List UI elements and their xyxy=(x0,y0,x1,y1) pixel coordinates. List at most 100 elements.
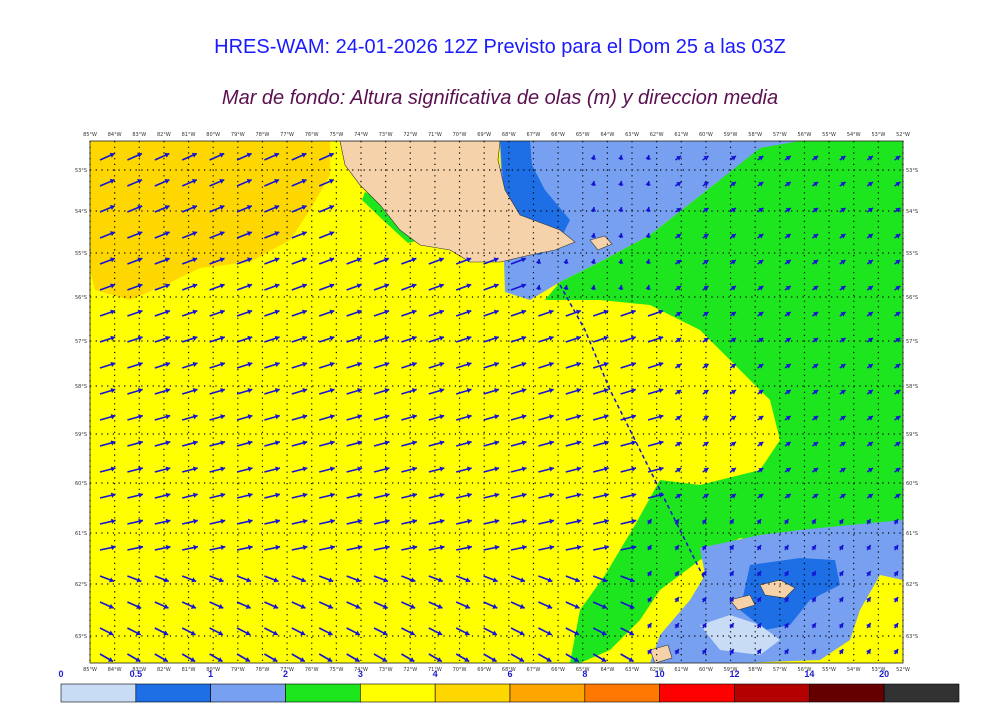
direction-arrow xyxy=(236,361,253,369)
direction-arrow xyxy=(483,283,499,291)
direction-arrow xyxy=(674,441,682,447)
direction-arrow xyxy=(264,388,280,395)
lon-label-bottom: 73°W xyxy=(379,667,393,673)
direction-arrow xyxy=(702,311,709,317)
direction-arrow xyxy=(646,544,653,551)
direction-arrow xyxy=(483,440,500,447)
direction-arrow xyxy=(428,492,445,499)
lon-label-bottom: 59°W xyxy=(724,667,738,673)
direction-arrow xyxy=(674,207,682,213)
direction-arrow xyxy=(428,283,445,291)
direction-arrow xyxy=(538,335,554,343)
direction-arrow xyxy=(318,575,334,583)
direction-arrow xyxy=(346,492,363,499)
lat-label-right: 55°S xyxy=(906,251,918,257)
direction-arrow xyxy=(784,311,792,317)
direction-arrow xyxy=(784,363,792,369)
lon-label-bottom: 70°W xyxy=(453,667,467,673)
lon-label-bottom: 71°W xyxy=(428,667,442,673)
direction-arrow xyxy=(99,627,114,636)
colorbar-tick-label: 1 xyxy=(208,669,213,679)
direction-arrow xyxy=(127,205,143,213)
direction-arrow xyxy=(702,233,709,239)
direction-arrow xyxy=(590,206,596,213)
direction-arrow xyxy=(646,648,653,655)
direction-arrow xyxy=(181,205,198,213)
direction-arrow xyxy=(264,627,279,636)
direction-arrow xyxy=(456,518,472,525)
direction-arrow xyxy=(127,544,144,551)
direction-arrow xyxy=(236,388,253,395)
direction-arrow xyxy=(756,518,762,525)
lat-label-right: 53°S xyxy=(906,168,918,174)
lon-label-bottom: 52°W xyxy=(896,667,910,673)
direction-arrow xyxy=(373,466,390,473)
direction-arrow xyxy=(894,233,901,239)
lon-label-bottom: 84°W xyxy=(108,667,122,673)
direction-arrow xyxy=(702,181,709,187)
direction-arrow xyxy=(291,152,307,161)
direction-arrow xyxy=(182,544,199,551)
lat-label-right: 57°S xyxy=(906,339,918,345)
direction-arrow xyxy=(236,309,253,317)
direction-arrow xyxy=(510,544,527,551)
lat-label-left: 63°S xyxy=(75,634,87,640)
direction-arrow xyxy=(866,622,872,629)
land-malvinas-edge xyxy=(589,235,613,251)
land-islands-south xyxy=(649,579,796,663)
direction-arrow xyxy=(838,518,844,525)
lon-label-top: 53°W xyxy=(871,132,885,138)
direction-arrow xyxy=(99,492,116,499)
direction-arrow xyxy=(538,388,554,395)
direction-arrow xyxy=(757,207,764,213)
lon-label-top: 55°W xyxy=(822,132,836,138)
direction-arrow xyxy=(784,337,792,343)
direction-arrow xyxy=(757,389,764,395)
direction-arrow xyxy=(401,544,418,551)
direction-arrow xyxy=(510,309,527,317)
direction-arrow xyxy=(154,283,171,291)
direction-arrow xyxy=(373,283,390,291)
lon-label-top: 81°W xyxy=(182,132,196,138)
direction-arrow xyxy=(620,335,637,343)
lon-label-top: 67°W xyxy=(527,132,541,138)
lon-label-top: 52°W xyxy=(896,132,910,138)
direction-arrow xyxy=(757,233,764,239)
direction-arrow xyxy=(757,441,764,447)
direction-arrow xyxy=(401,388,417,395)
direction-arrow xyxy=(99,544,116,551)
direction-arrow xyxy=(510,257,527,265)
lon-label-bottom: 61°W xyxy=(674,667,688,673)
direction-arrow xyxy=(783,518,790,525)
direction-arrow xyxy=(565,361,582,369)
lat-label-left: 61°S xyxy=(75,531,87,537)
direction-arrow xyxy=(757,259,764,265)
direction-arrow xyxy=(99,388,116,395)
direction-arrow xyxy=(346,544,363,551)
direction-arrow xyxy=(264,544,281,551)
direction-arrow xyxy=(236,205,253,213)
direction-arrow xyxy=(510,653,525,663)
lon-label-top: 54°W xyxy=(847,132,861,138)
direction-arrow xyxy=(346,601,361,609)
direction-arrow xyxy=(319,466,335,473)
direction-arrow xyxy=(373,518,390,525)
direction-arrow xyxy=(702,155,709,161)
direction-arrow xyxy=(127,388,143,395)
lon-label-top: 80°W xyxy=(206,132,220,138)
direction-arrow xyxy=(209,627,224,636)
direction-arrow xyxy=(181,309,198,317)
direction-arrow xyxy=(510,361,527,369)
direction-arrow xyxy=(894,389,901,395)
direction-arrow xyxy=(647,440,664,447)
direction-arrow xyxy=(291,335,308,343)
direction-arrow xyxy=(620,627,635,636)
direction-arrow xyxy=(291,466,308,473)
direction-arrow xyxy=(127,335,143,343)
direction-arrow xyxy=(127,178,143,187)
lon-label-top: 60°W xyxy=(699,132,713,138)
direction-arrow xyxy=(510,518,527,525)
direction-arrow xyxy=(209,466,226,473)
direction-arrow xyxy=(756,622,762,629)
